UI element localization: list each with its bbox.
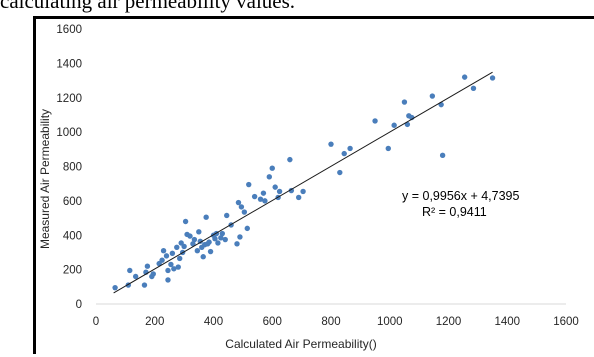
data-point xyxy=(470,85,477,91)
data-point xyxy=(197,238,203,244)
x-tick-label: 1200 xyxy=(436,316,462,328)
data-point xyxy=(181,243,187,250)
data-point xyxy=(385,145,391,152)
chart-area: 0 200 400 600 800 1000 1200 1400 1600 0 200 400 600 8… xyxy=(33,16,594,354)
y-axis-title: Measured Air Permeability xyxy=(38,109,52,249)
y-tick-label: 200 xyxy=(63,265,82,277)
data-point xyxy=(266,174,273,180)
data-point xyxy=(163,253,170,259)
data-point xyxy=(337,169,343,176)
data-point xyxy=(328,141,334,147)
x-tick-label: 600 xyxy=(263,316,282,328)
data-point xyxy=(171,266,177,272)
data-point xyxy=(272,184,278,190)
data-point xyxy=(165,267,171,274)
figure-caption: calculating air permeability values. xyxy=(0,0,296,13)
x-tick-label: 200 xyxy=(145,316,164,328)
data-point xyxy=(190,241,196,247)
data-point xyxy=(191,236,198,243)
y-tick-label: 1600 xyxy=(56,24,82,36)
data-point xyxy=(150,271,156,277)
trendline-equation: y = 0,9956x + 4,7395 xyxy=(402,189,520,203)
data-point xyxy=(237,234,243,240)
data-point xyxy=(244,225,250,232)
data-point xyxy=(439,152,446,159)
x-tick-label: 800 xyxy=(321,316,340,328)
data-point xyxy=(300,188,306,195)
data-point xyxy=(372,118,378,124)
data-point xyxy=(159,257,165,263)
data-point xyxy=(341,150,347,157)
data-point xyxy=(260,190,267,196)
data-point xyxy=(295,194,302,201)
data-point xyxy=(165,277,171,283)
data-point xyxy=(246,181,252,188)
data-point xyxy=(287,156,293,163)
scatter-chart: 0 200 400 600 800 1000 1200 1400 1600 0 200 400 600 8… xyxy=(38,24,579,351)
y-tick-label: 800 xyxy=(63,162,82,174)
data-point xyxy=(182,218,189,225)
r-squared-label: R² = 0,9411 xyxy=(422,205,487,219)
data-point xyxy=(218,235,224,241)
data-point xyxy=(262,198,268,204)
data-point xyxy=(276,188,283,195)
data-point xyxy=(127,267,133,274)
data-point xyxy=(177,255,183,262)
data-point xyxy=(401,99,408,105)
data-point xyxy=(235,199,242,206)
data-point xyxy=(212,235,218,242)
data-point xyxy=(200,254,206,260)
data-point xyxy=(187,233,193,239)
data-point xyxy=(141,282,148,288)
data-point xyxy=(160,248,167,254)
x-tick-label: 1400 xyxy=(494,316,520,328)
data-point xyxy=(112,284,118,291)
y-tick-label: 0 xyxy=(76,299,82,311)
data-point xyxy=(175,264,181,270)
x-tick-label: 0 xyxy=(93,316,99,328)
data-point xyxy=(132,273,139,280)
y-tick-label: 400 xyxy=(63,230,82,242)
data-point xyxy=(251,193,258,200)
x-tick-label: 1000 xyxy=(377,316,403,328)
y-tick-label: 600 xyxy=(63,196,82,208)
data-point xyxy=(207,248,214,255)
x-axis-title: Calculated Air Permeability() xyxy=(225,337,376,351)
data-point xyxy=(206,239,212,245)
data-point xyxy=(224,212,230,219)
trendline xyxy=(113,71,493,294)
y-tick-label: 1000 xyxy=(56,127,82,139)
data-point xyxy=(222,236,228,243)
data-point xyxy=(168,261,174,268)
data-point xyxy=(241,209,248,215)
data-point xyxy=(489,75,496,81)
data-point xyxy=(269,165,275,171)
data-point xyxy=(257,196,264,202)
data-point xyxy=(391,122,397,128)
data-point xyxy=(174,244,180,250)
data-point xyxy=(219,230,226,237)
x-tick-label: 1600 xyxy=(553,316,579,328)
data-point xyxy=(429,93,436,99)
data-point xyxy=(215,240,221,246)
x-tick-label: 400 xyxy=(204,316,223,328)
y-tick-label: 1200 xyxy=(56,93,82,105)
data-point xyxy=(288,187,295,194)
data-point xyxy=(461,74,468,80)
tick-labels: 0 200 400 600 800 1000 1200 1400 1600 0 200 400 600 8… xyxy=(56,24,578,328)
data-point xyxy=(144,263,151,269)
data-point xyxy=(196,229,202,235)
data-point xyxy=(194,248,201,254)
data-point xyxy=(169,250,176,256)
data-point xyxy=(234,241,240,247)
y-tick-label: 1400 xyxy=(56,58,82,70)
data-point xyxy=(238,204,245,210)
data-point xyxy=(203,214,209,220)
data-point xyxy=(347,145,353,152)
